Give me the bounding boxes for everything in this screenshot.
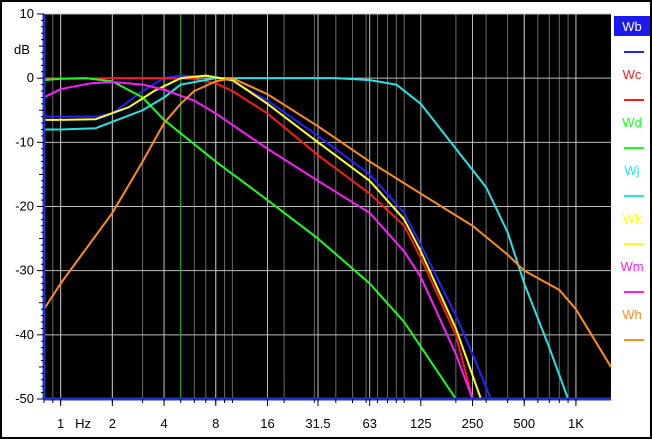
x-tick-label: 4 xyxy=(160,416,167,431)
y-axis-label: dB xyxy=(14,42,30,57)
legend-label: Wk xyxy=(623,211,642,226)
legend-item-wk[interactable]: Wk xyxy=(623,211,644,245)
legend-label: Wb xyxy=(622,19,642,34)
x-tick-label: 16 xyxy=(260,416,274,431)
legend-item-wj[interactable]: Wj xyxy=(624,163,644,197)
series-layer xyxy=(43,74,612,400)
y-axis: 10 0 -10 -20 -30 -40 -50 xyxy=(15,6,46,406)
legend-label: Wd xyxy=(622,115,642,130)
y-tick-label: -50 xyxy=(15,391,34,406)
series-line-wm xyxy=(43,81,474,400)
x-tick-label: 1K xyxy=(568,416,584,431)
series-line-wk xyxy=(44,74,482,400)
y-tick-label: -10 xyxy=(15,134,34,149)
legend-label: Wj xyxy=(624,163,639,178)
legend-item-wm[interactable]: Wm xyxy=(620,259,644,293)
x-tick-label: 125 xyxy=(410,416,432,431)
series-line-wj xyxy=(44,77,570,400)
x-tick-label: 250 xyxy=(462,416,484,431)
x-tick-label: 63 xyxy=(362,416,376,431)
legend-item-wd[interactable]: Wd xyxy=(622,115,644,149)
x-tick-label: 2 xyxy=(109,416,116,431)
legend-selected-highlight xyxy=(614,16,650,36)
legend-item-wc[interactable]: Wc xyxy=(623,67,644,101)
y-tick-label: 10 xyxy=(20,6,34,21)
y-tick-label: -20 xyxy=(15,199,34,214)
x-tick-label: 31.5 xyxy=(305,416,330,431)
legend-item-wb[interactable]: Wb xyxy=(614,16,650,53)
legend-label: Wm xyxy=(620,259,643,274)
legend[interactable]: Wb Wc Wd Wj Wk Wm Wh xyxy=(614,16,650,341)
series-line-wc xyxy=(43,77,474,400)
x-axis-label: Hz xyxy=(75,416,91,431)
y-tick-label: -40 xyxy=(15,327,34,342)
legend-label: Wc xyxy=(623,67,642,82)
legend-label: Wh xyxy=(622,307,642,322)
series-line-wd xyxy=(43,77,457,400)
x-tick-label: 500 xyxy=(513,416,535,431)
y-tick-label: -30 xyxy=(15,263,34,278)
x-axis: 1 2 4 8 16 31.5 63 125 250 500 1K xyxy=(43,397,611,431)
series-line-wh xyxy=(43,77,612,368)
legend-item-wh[interactable]: Wh xyxy=(622,307,644,341)
x-tick-label: 1 xyxy=(57,416,64,431)
x-tick-label: 8 xyxy=(212,416,219,431)
y-tick-label: 0 xyxy=(27,70,34,85)
